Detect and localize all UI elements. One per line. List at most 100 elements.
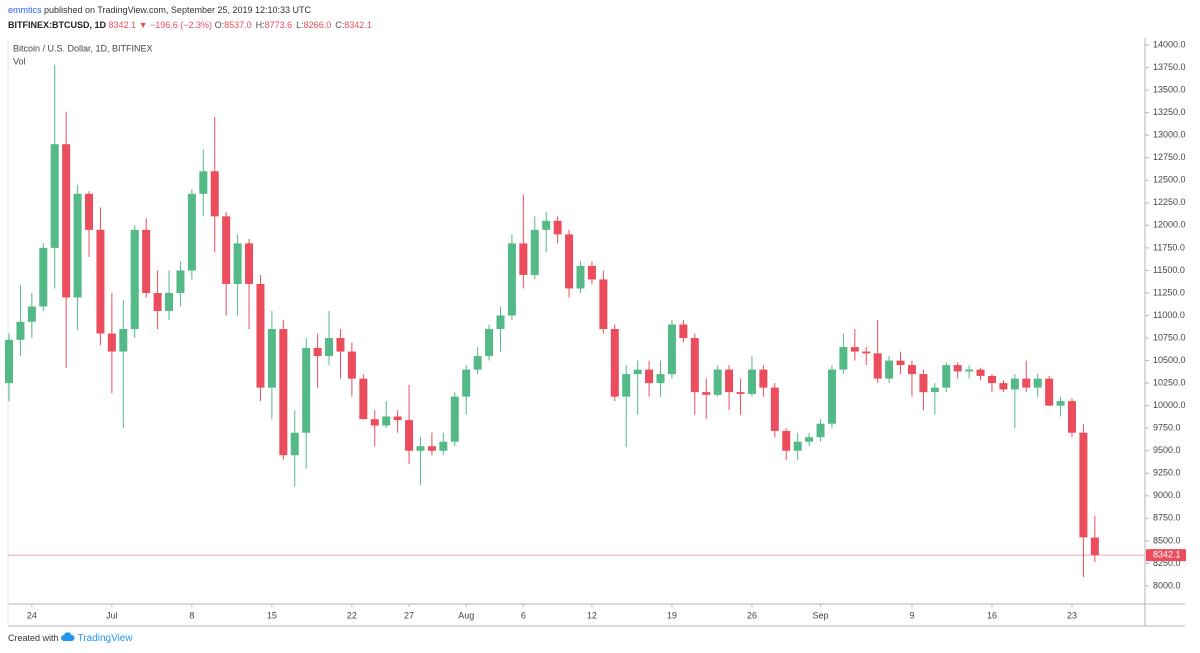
candle-body (73, 193, 82, 298)
candle-body (245, 243, 254, 284)
candle-body (485, 329, 494, 357)
candle-body (405, 420, 414, 451)
author[interactable]: emmtics (8, 5, 42, 15)
x-tick-label: 27 (404, 610, 414, 620)
x-tick-label: 23 (1067, 610, 1077, 620)
y-tick-label: 13250.0 (1153, 107, 1186, 117)
candle-body (336, 338, 345, 352)
y-tick-label: 8750.0 (1153, 513, 1181, 523)
y-tick-label: 9500.0 (1153, 445, 1181, 455)
y-tick-label: 11500.0 (1153, 265, 1185, 275)
candle-body (987, 375, 996, 384)
y-tick-label: 10500.0 (1153, 355, 1186, 365)
candle-body (576, 265, 585, 289)
ohlc: O:8537.0 H:8773.6 L:8266.0 C:8342.1 (215, 20, 376, 30)
candle-body (393, 416, 402, 421)
candle-body (142, 229, 151, 293)
candle-body (736, 392, 745, 394)
candle-body (839, 347, 848, 370)
candle-body (907, 365, 916, 375)
candle-body (782, 430, 791, 451)
y-tick-label: 10000.0 (1153, 400, 1186, 410)
candle-body (610, 329, 619, 397)
y-tick-label: 14000.0 (1153, 39, 1186, 49)
candle-body (119, 329, 128, 352)
candle-body (519, 243, 528, 275)
x-tick-label: 8 (189, 610, 194, 620)
candle-body (1022, 378, 1031, 388)
symbol-line: BITFINEX:BTCUSD, 1D 8342.1 ▼ −196.6 (−2.… (8, 20, 376, 30)
candle-body (542, 220, 551, 230)
publish-line: emmtics published on TradingView.com, Se… (8, 5, 311, 15)
candle-body (462, 369, 471, 397)
footer-text: Created with (8, 633, 59, 643)
candle-body (176, 270, 185, 293)
candle-body (416, 446, 425, 451)
candle-body (1045, 378, 1054, 406)
candle-body (165, 292, 174, 311)
candle-body (233, 243, 242, 284)
candle-body (279, 329, 288, 456)
candle-body (862, 351, 871, 354)
plot-area (8, 38, 1145, 604)
candle-body (267, 329, 276, 388)
candle-body (850, 347, 859, 352)
y-tick-label: 9750.0 (1153, 423, 1181, 433)
symbol: BITFINEX:BTCUSD, 1D (8, 20, 107, 30)
candle-body (210, 171, 219, 217)
y-tick-label: 8500.0 (1153, 535, 1181, 545)
y-tick-label: 11250.0 (1153, 287, 1185, 297)
candle-body (702, 392, 711, 395)
candle-body (496, 315, 505, 330)
candle-body (919, 374, 928, 393)
chart-subtitle: Vol (13, 56, 26, 66)
candle-body (656, 374, 665, 384)
candle-body (553, 220, 562, 235)
quote-price: 8342.1 (108, 20, 137, 30)
candle-body (565, 234, 574, 289)
candle-body (507, 243, 516, 316)
candle-body (976, 369, 985, 376)
y-tick-label: 13000.0 (1153, 130, 1186, 140)
candle-body (256, 283, 265, 388)
candle-body (96, 229, 105, 334)
candle-body (645, 369, 654, 384)
candle-body (222, 216, 231, 284)
footer: Created with TradingView (8, 631, 133, 644)
y-tick-label: 13500.0 (1153, 84, 1186, 94)
quote-arrow: ▼ (138, 20, 148, 30)
y-tick-label: 9250.0 (1153, 468, 1181, 478)
last-price-box (1146, 549, 1186, 562)
candle-body (199, 171, 208, 194)
candle-body (27, 306, 36, 322)
candle-body (302, 347, 311, 433)
candle-body (885, 360, 894, 379)
candle-body (39, 247, 48, 307)
candle-body (622, 374, 631, 397)
candle-body (1056, 401, 1065, 406)
candle-body (713, 369, 722, 395)
candle-body (62, 144, 71, 298)
candle-body (1033, 378, 1042, 388)
published: published on TradingView.com, September … (44, 5, 312, 15)
ohlc-value: 8773.6 (264, 20, 293, 30)
candle-body (325, 338, 334, 357)
candle-body (313, 347, 322, 357)
candle-body (153, 292, 162, 311)
ohlc-key: L: (296, 20, 304, 30)
footer-brand[interactable]: TradingView (77, 633, 133, 644)
candle-body (679, 324, 688, 339)
candle-body (770, 387, 779, 431)
candle-body (725, 369, 734, 393)
candle-body (473, 356, 482, 370)
x-tick-label: 19 (667, 610, 677, 620)
candle-body (599, 279, 608, 330)
y-tick-label: 10750.0 (1153, 332, 1186, 342)
ohlc-key: C: (335, 20, 345, 30)
ohlc-value: 8266.0 (303, 20, 332, 30)
candle-body (747, 369, 756, 394)
x-tick-label: Jul (106, 610, 118, 620)
candle-body (999, 383, 1008, 390)
